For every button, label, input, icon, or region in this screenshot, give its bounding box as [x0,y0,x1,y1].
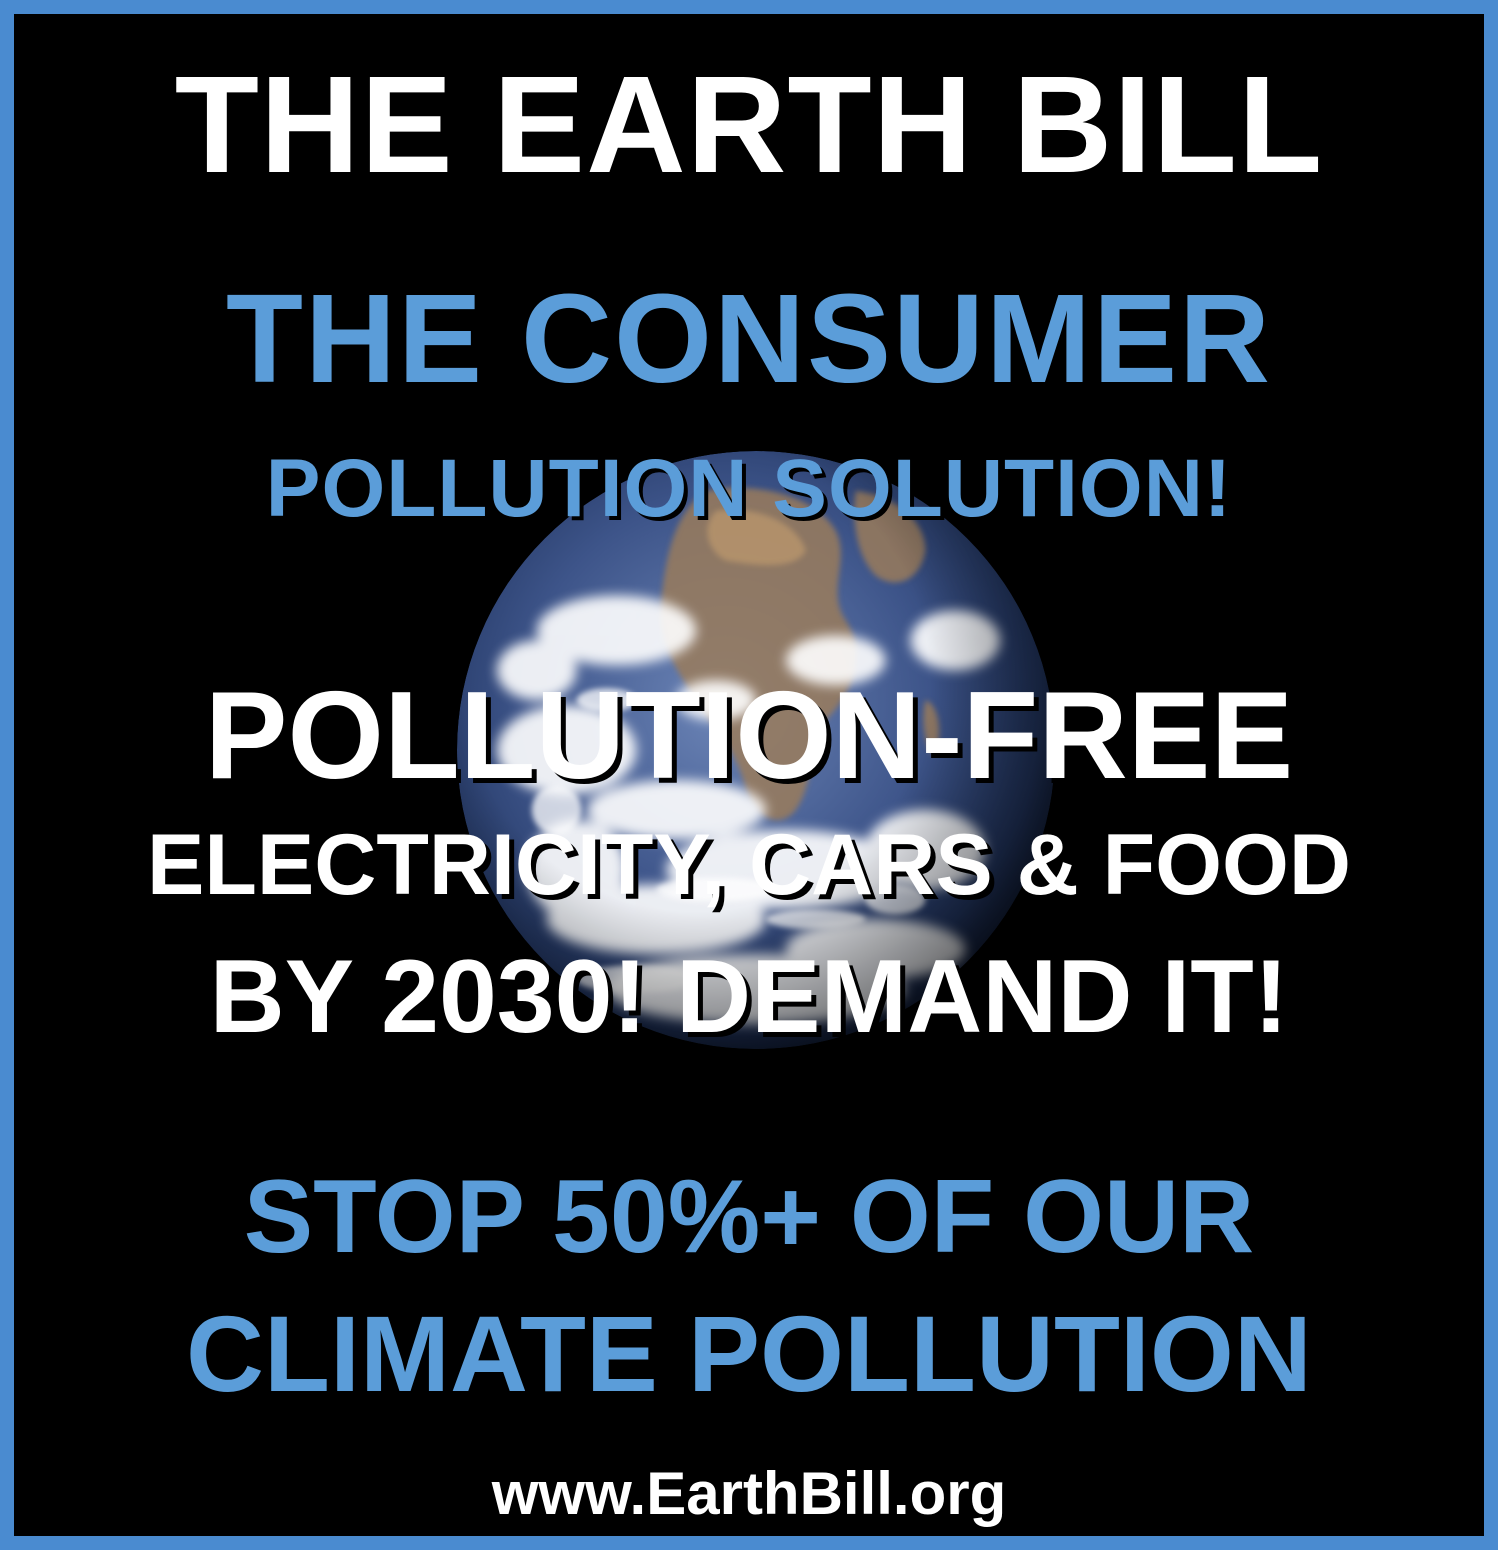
subtitle-line-1: THE CONSUMER [225,268,1273,409]
subtitle-line-2: POLLUTION SOLUTION! [265,443,1233,534]
headline: POLLUTION-FREE [204,667,1294,805]
poster-title: THE EARTH BILL [174,48,1324,202]
goal-line-2: CLIMATE POLLUTION [186,1293,1312,1414]
earth-globe-image [457,451,1055,1049]
goal-line-1: STOP 50%+ OF OUR [243,1159,1255,1275]
items-line: ELECTRICITY, CARS & FOOD [146,817,1352,913]
deadline-line: BY 2030! DEMAND IT! [209,939,1289,1055]
website-link[interactable]: www.EarthBill.org [491,1460,1007,1527]
